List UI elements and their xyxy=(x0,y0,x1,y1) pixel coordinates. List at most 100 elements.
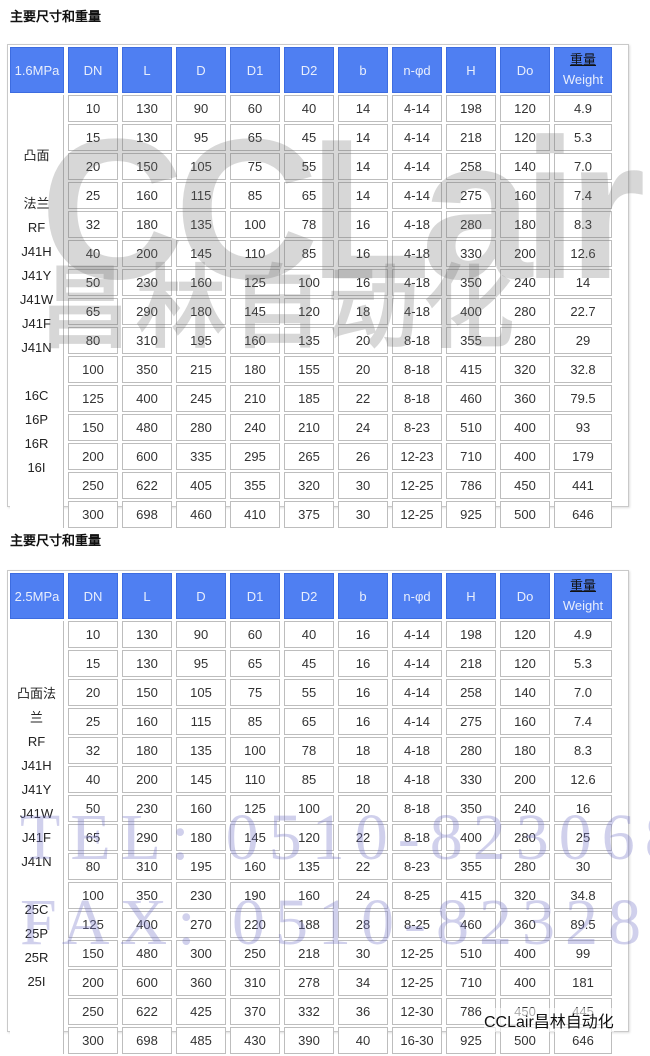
weight-header: 重量 Weight xyxy=(554,47,612,93)
table-cell: 250 xyxy=(230,940,280,967)
table-cell: 160 xyxy=(230,327,280,354)
table-cell: 12-30 xyxy=(392,998,442,1025)
column-header: n-φd xyxy=(392,47,442,93)
table-cell: 360 xyxy=(500,385,550,412)
table-cell: 150 xyxy=(68,414,118,441)
table-row: 65 290 180 145 120 22 8-18 400 280 25 xyxy=(10,824,612,851)
table-cell: 200 xyxy=(68,443,118,470)
table-cell: 16 xyxy=(338,679,388,706)
table-cell: 100 xyxy=(68,356,118,383)
table-cell: 8-18 xyxy=(392,327,442,354)
table-cell: 200 xyxy=(122,766,172,793)
table-cell: 5.3 xyxy=(554,650,612,677)
table-cell: 16 xyxy=(338,650,388,677)
table-cell: 400 xyxy=(500,969,550,996)
table-cell: 218 xyxy=(446,650,496,677)
model-label-cell: 凸面法兰 RF J41H J41Y J41W J41F J41N 25C 25P 25R 25I xyxy=(10,621,64,1054)
table-cell: 100 xyxy=(230,211,280,238)
table-cell: 30 xyxy=(338,501,388,528)
table-cell: 786 xyxy=(446,472,496,499)
table-cell: 120 xyxy=(500,621,550,648)
table-cell: 18 xyxy=(338,737,388,764)
table-cell: 180 xyxy=(176,824,226,851)
table-cell: 65 xyxy=(68,824,118,851)
table-cell: 925 xyxy=(446,501,496,528)
weight-header-cn: 重量 xyxy=(569,578,596,593)
table-cell: 622 xyxy=(122,472,172,499)
column-header: b xyxy=(338,47,388,93)
table-row: 50 230 160 125 100 16 4-18 350 240 14 xyxy=(10,269,612,296)
model-label-line: 25P xyxy=(24,925,49,941)
table-cell: 332 xyxy=(284,998,334,1025)
table-cell: 710 xyxy=(446,443,496,470)
table-cell: 55 xyxy=(284,679,334,706)
column-header: Do xyxy=(500,573,550,619)
table-cell: 622 xyxy=(122,998,172,1025)
table-cell: 280 xyxy=(446,211,496,238)
table-cell: 8-25 xyxy=(392,882,442,909)
table-cell: 4-18 xyxy=(392,269,442,296)
model-label-line: 16I xyxy=(27,459,46,475)
table-cell: 350 xyxy=(122,356,172,383)
table-cell: 180 xyxy=(230,356,280,383)
table-cell: 89.5 xyxy=(554,911,612,938)
table-cell: 198 xyxy=(446,621,496,648)
table-cell: 240 xyxy=(230,414,280,441)
table-cell: 140 xyxy=(500,679,550,706)
table-cell: 400 xyxy=(500,940,550,967)
table-cell: 45 xyxy=(284,650,334,677)
table-cell: 26 xyxy=(338,443,388,470)
table-cell: 105 xyxy=(176,153,226,180)
spec-table: 1.6MPa DN L D D1 D2 b n-φd H Do 重量 Weight 凸面 法兰 RF J41… xyxy=(6,45,616,530)
table-cell: 12.6 xyxy=(554,240,612,267)
table-cell: 120 xyxy=(500,650,550,677)
table-row: 80 310 195 160 135 22 8-23 355 280 30 xyxy=(10,853,612,880)
table-cell: 14 xyxy=(338,153,388,180)
table-cell: 245 xyxy=(176,385,226,412)
table-cell: 330 xyxy=(446,240,496,267)
table-cell: 181 xyxy=(554,969,612,996)
model-label-line: J41N xyxy=(21,339,52,355)
table-cell: 160 xyxy=(230,853,280,880)
table-cell: 8-18 xyxy=(392,824,442,851)
column-header: D2 xyxy=(284,573,334,619)
table-cell: 4-14 xyxy=(392,650,442,677)
model-label-line: J41F xyxy=(22,315,51,331)
table-cell: 400 xyxy=(122,385,172,412)
table-cell: 10 xyxy=(68,95,118,122)
table-cell: 8-23 xyxy=(392,414,442,441)
table-cell: 130 xyxy=(122,124,172,151)
spec-table: 2.5MPa DN L D D1 D2 b n-φd H Do 重量 Weight 凸面法兰 RF J41H… xyxy=(6,571,616,1056)
model-label-line: J41W xyxy=(19,291,54,307)
table-cell: 14 xyxy=(338,95,388,122)
table-cell: 16 xyxy=(554,795,612,822)
table-cell: 480 xyxy=(122,940,172,967)
table-cell: 218 xyxy=(284,940,334,967)
table-cell: 20 xyxy=(338,356,388,383)
table-cell: 200 xyxy=(122,240,172,267)
table-cell: 150 xyxy=(122,679,172,706)
table-cell: 125 xyxy=(68,911,118,938)
table-cell: 4-14 xyxy=(392,708,442,735)
table-cell: 300 xyxy=(68,501,118,528)
table-cell: 160 xyxy=(176,269,226,296)
table-cell: 460 xyxy=(176,501,226,528)
table-cell: 355 xyxy=(446,853,496,880)
table-cell: 14 xyxy=(338,124,388,151)
table-cell: 65 xyxy=(230,124,280,151)
table-cell: 135 xyxy=(284,853,334,880)
table-cell: 15 xyxy=(68,650,118,677)
table-cell: 355 xyxy=(446,327,496,354)
table-cell: 12-25 xyxy=(392,472,442,499)
model-label-line: 16P xyxy=(24,411,49,427)
table-cell: 320 xyxy=(284,472,334,499)
table-row: 250 622 405 355 320 30 12-25 786 450 441 xyxy=(10,472,612,499)
table-cell: 85 xyxy=(230,708,280,735)
table-cell: 278 xyxy=(284,969,334,996)
table-cell: 480 xyxy=(122,414,172,441)
model-label-line: J41N xyxy=(21,853,52,869)
table-cell: 510 xyxy=(446,940,496,967)
table-cell: 290 xyxy=(122,824,172,851)
table-cell: 150 xyxy=(68,940,118,967)
table-cell: 280 xyxy=(500,824,550,851)
